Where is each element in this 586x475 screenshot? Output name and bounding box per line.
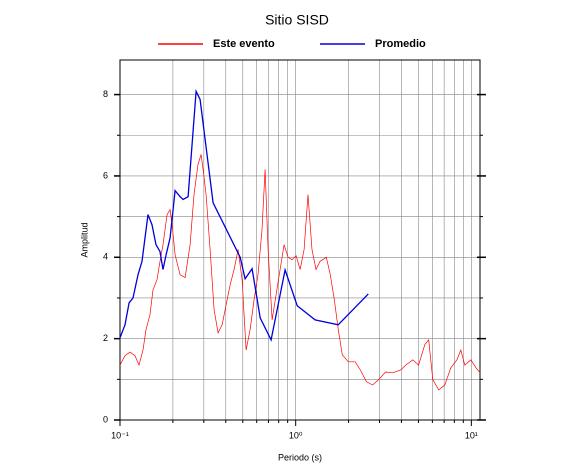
series-line <box>119 154 481 391</box>
series-line <box>119 88 369 342</box>
y-tick-label: 2 <box>103 333 108 343</box>
x-axis-label: Periodo (s) <box>278 452 322 462</box>
y-axis-label: Amplitud <box>79 222 89 257</box>
x-tick-label: 10⁻¹ <box>111 430 129 440</box>
chart-title: Sitio SISD <box>265 12 329 28</box>
y-tick-label: 4 <box>103 252 108 262</box>
y-tick-label: 8 <box>103 89 108 99</box>
x-tick-label: 10¹ <box>465 430 478 440</box>
x-tick-label: 10⁰ <box>289 430 303 440</box>
legend-label: Este evento <box>213 38 275 50</box>
y-tick-label: 0 <box>103 414 108 424</box>
y-tick-label: 6 <box>103 170 108 180</box>
legend-label: Promedio <box>375 38 426 50</box>
plot-frame <box>119 59 481 421</box>
